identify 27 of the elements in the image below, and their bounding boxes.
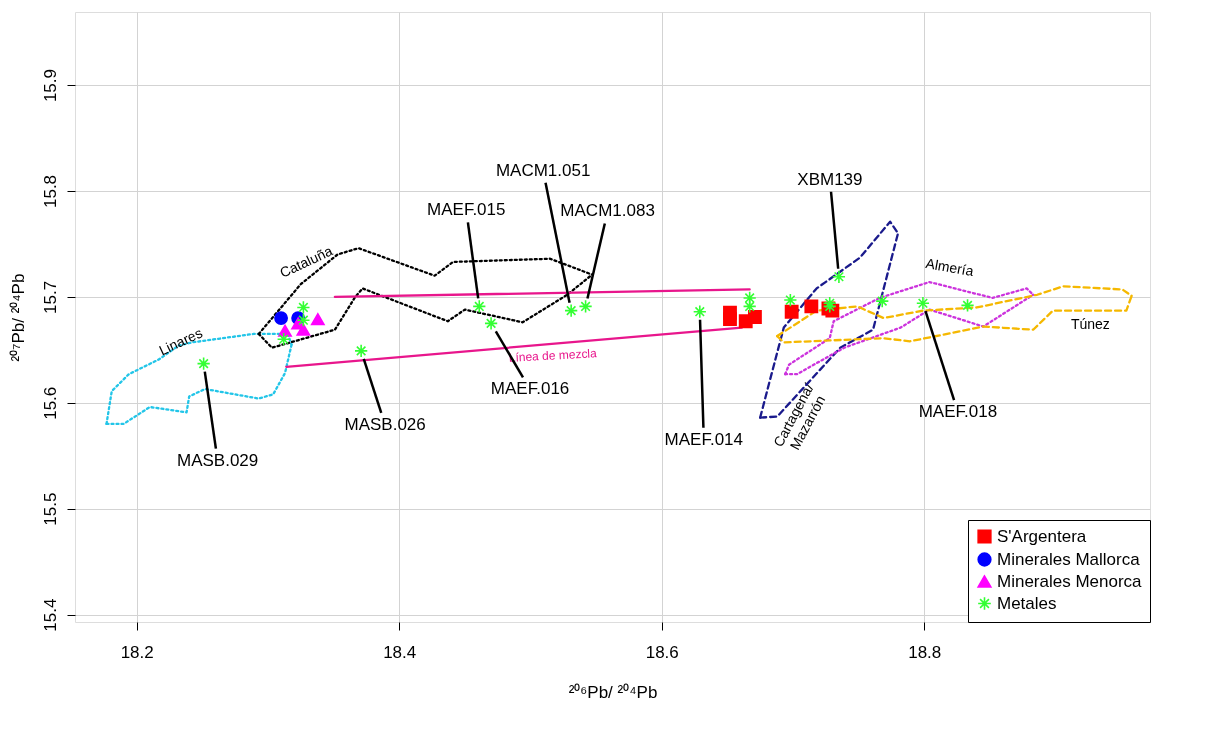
y-tick-label: 15.7 <box>40 280 60 314</box>
annotation: MASB.026 <box>344 414 426 434</box>
y-tick-label: 15.4 <box>40 598 60 632</box>
annotation: MACM1.083 <box>560 201 655 221</box>
x-tick-label: 18.6 <box>645 642 679 662</box>
text: Almería <box>924 255 976 280</box>
annotation: XBM139 <box>797 169 863 189</box>
annotation: MAEF.016 <box>490 379 570 399</box>
series-label: Túnez <box>1070 315 1110 332</box>
x-tick-label: 18.8 <box>908 642 942 662</box>
annotation: MAEF.015 <box>427 200 506 220</box>
y-axis-title: ²⁰⁷Pb/ ²⁰⁴Pb <box>8 273 28 362</box>
legend-label: Metales <box>997 593 1057 613</box>
legend-label: Minerales Mallorca <box>997 549 1141 569</box>
x-axis-title: ²⁰⁶Pb/ ²⁰⁴Pb <box>568 682 658 702</box>
annotation: MACM1.051 <box>495 160 591 180</box>
y-tick-label: 15.6 <box>40 386 60 420</box>
y-tick-label: 15.5 <box>40 492 60 526</box>
legend-label: Minerales Menorca <box>997 571 1143 591</box>
y-tick-label: 15.8 <box>40 174 60 209</box>
x-tick-label: 18.4 <box>383 642 417 662</box>
legend-label: S'Argentera <box>997 526 1087 546</box>
y-tick-label: 15.9 <box>40 69 60 103</box>
annotation: MAEF.014 <box>664 429 744 449</box>
x-tick-label: 18.2 <box>120 642 154 662</box>
annotation: MAEF.018 <box>918 402 998 422</box>
annotation: MASB.029 <box>177 450 259 470</box>
